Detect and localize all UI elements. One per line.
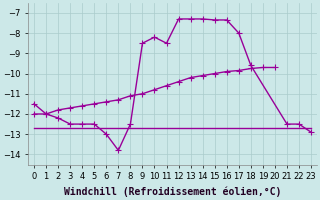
X-axis label: Windchill (Refroidissement éolien,°C): Windchill (Refroidissement éolien,°C) <box>64 187 281 197</box>
